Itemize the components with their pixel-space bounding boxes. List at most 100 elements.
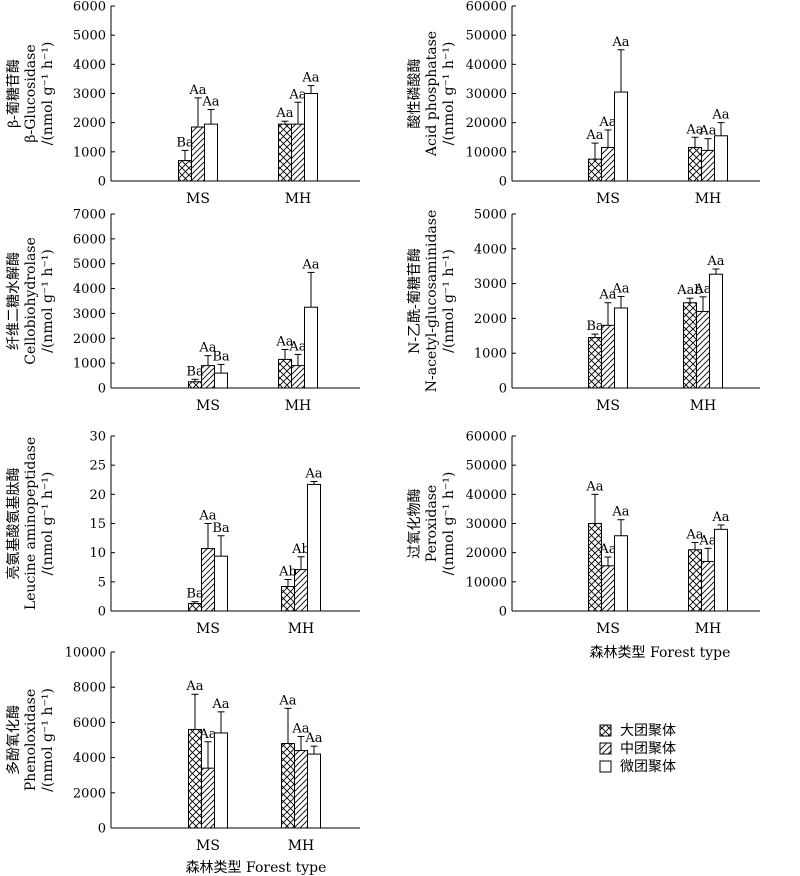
panel-cellobiohydrolase: 0 1000 2000 3000 4000 5000 6000 7000 纤维二糖水解酶 Cell…: [6, 208, 360, 414]
significance-label: Aa: [198, 341, 216, 356]
y-tick-label: 60000: [466, 0, 507, 15]
significance-label: Ba: [176, 135, 194, 150]
y-tick-label: 5000: [73, 257, 106, 272]
y-axis-title-line: 多酚氧化酶: [5, 705, 22, 775]
significance-label: Ba: [212, 521, 230, 536]
significance-label: Aa: [585, 479, 603, 494]
significance-label: Ba: [586, 319, 604, 334]
y-tick-label: 10000: [466, 575, 507, 590]
bar-meso-mh: [701, 149, 715, 182]
significance-label: Aa: [711, 510, 729, 525]
significance-label: Aa: [611, 281, 629, 296]
significance-label: Aa: [198, 727, 216, 742]
significance-label: Aa: [278, 693, 296, 708]
y-axis-title-line: Phenoloxidase: [23, 689, 39, 791]
y-axis-title-line: 亮氨基酸氨基肽酶: [5, 468, 22, 580]
y-axis-title-line: /(nmol g⁻¹ h⁻¹): [40, 688, 56, 792]
legend-label-macro: 大团聚体: [620, 723, 676, 739]
y-axis-title-line: /(nmol g⁻¹ h⁻¹): [40, 472, 56, 576]
significance-label: Ab: [278, 565, 297, 580]
significance-label: Aa: [288, 87, 306, 102]
legend-swatch-micro: [599, 760, 612, 773]
y-axis-title-line: /(nmol g⁻¹ h⁻¹): [441, 42, 457, 146]
legend-swatch-macro: [599, 724, 612, 737]
y-axis-title-line: β-Glucosidase: [23, 44, 39, 142]
y-tick-label: 0: [98, 822, 106, 837]
y-tick-label: 10000: [466, 145, 507, 160]
bar-macro-ms: [178, 160, 192, 182]
significance-label: Aa: [711, 108, 729, 123]
bar-macro-mh: [278, 123, 292, 182]
panel-nag: 0 1000 2000 3000 4000 5000 N-乙酰-葡糖苷酶 N-acetyl-g…: [407, 208, 760, 414]
bar-meso-ms: [601, 324, 615, 389]
y-tick-label: 7000: [73, 208, 106, 223]
y-tick-label: 1000: [474, 347, 507, 362]
y-tick-label: 15: [89, 517, 106, 532]
y-tick-label: 4000: [73, 282, 106, 297]
panel-phosphatase: 0 10000 20000 30000 40000 50000 60000 酸性磷酸酶 Acid…: [407, 0, 760, 207]
bar-micro-ms: [214, 555, 228, 612]
y-axis-title-line: 过氧化物酶: [407, 489, 423, 559]
bar-macro-ms: [188, 381, 202, 389]
bar-micro-mh: [714, 528, 728, 612]
category-label-mh: MH: [690, 398, 717, 414]
y-tick-label: 0: [98, 605, 106, 620]
bar-macro-ms: [588, 523, 602, 612]
y-tick-label: 40000: [466, 58, 507, 73]
y-tick-label: 60000: [466, 430, 507, 445]
y-tick-label: 5000: [73, 29, 106, 44]
y-tick-label: 40000: [466, 488, 507, 503]
y-tick-label: 30000: [466, 517, 507, 532]
bar-macro-mh: [688, 146, 702, 182]
y-axis-title-line: 酸性磷酸酶: [407, 59, 423, 129]
significance-label: Aa: [598, 288, 616, 303]
significance-label: Ba: [186, 364, 204, 379]
y-axis-title-line: Peroxidase: [424, 485, 440, 562]
significance-label: Aa: [291, 721, 309, 736]
significance-label: Aa: [301, 257, 319, 272]
bar-meso-mh: [294, 750, 308, 829]
y-tick-label: 2000: [73, 786, 106, 801]
y-tick-label: 1000: [73, 145, 106, 160]
y-tick-label: 20000: [466, 546, 507, 561]
significance-label: Aa: [288, 339, 306, 354]
y-axis-title-line: β-葡糖苷酶: [6, 59, 22, 128]
y-axis-title-line: /(nmol g⁻¹ h⁻¹): [441, 472, 457, 576]
significance-label: Aab: [676, 283, 702, 298]
significance-label: Ab: [291, 542, 310, 557]
panel-phenoloxidase: 0 2000 4000 6000 8000 10000 多酚氧化酶 Phenoloxidase…: [5, 646, 360, 854]
significance-label: Aa: [185, 679, 203, 694]
legend-label-micro: 微团聚体: [620, 759, 676, 775]
significance-label: Aa: [585, 128, 603, 143]
y-tick-label: 1000: [73, 357, 106, 372]
y-axis-title-line: /(nmol g⁻¹ h⁻¹): [441, 249, 457, 353]
y-tick-label: 6000: [73, 232, 106, 247]
significance-label: Ba: [186, 587, 204, 602]
bar-micro-mh: [709, 273, 723, 389]
bar-micro-ms: [204, 123, 218, 182]
bar-micro-ms: [214, 732, 228, 829]
y-tick-label: 30000: [466, 87, 507, 102]
legend-label-meso: 中团聚体: [620, 741, 676, 757]
bar-micro-ms: [614, 535, 628, 612]
significance-label: Aa: [301, 71, 319, 86]
bar-micro-ms: [614, 91, 628, 182]
y-tick-label: 50000: [466, 459, 507, 474]
y-axis-title-line: Acid phosphatase: [424, 31, 440, 157]
significance-label: Ba: [212, 349, 230, 364]
y-tick-label: 0: [499, 175, 507, 190]
significance-label: Aa: [698, 124, 716, 139]
category-label-mh: MH: [695, 191, 722, 207]
bar-macro-ms: [188, 728, 202, 829]
bar-macro-mh: [281, 743, 295, 829]
y-axis-title-line: /(nmol g⁻¹ h⁻¹): [40, 42, 56, 146]
y-tick-label: 3000: [73, 87, 106, 102]
bar-meso-mh: [696, 310, 710, 389]
significance-label: Aa: [611, 35, 629, 50]
panel-glucosidase: 0 1000 2000 3000 4000 5000 6000 β-葡糖苷酶 β-Glucosi…: [6, 0, 360, 207]
y-tick-label: 25: [89, 459, 106, 474]
bar-meso-ms: [201, 365, 215, 389]
significance-label: Aa: [275, 106, 293, 121]
bar-meso-ms: [601, 565, 615, 612]
